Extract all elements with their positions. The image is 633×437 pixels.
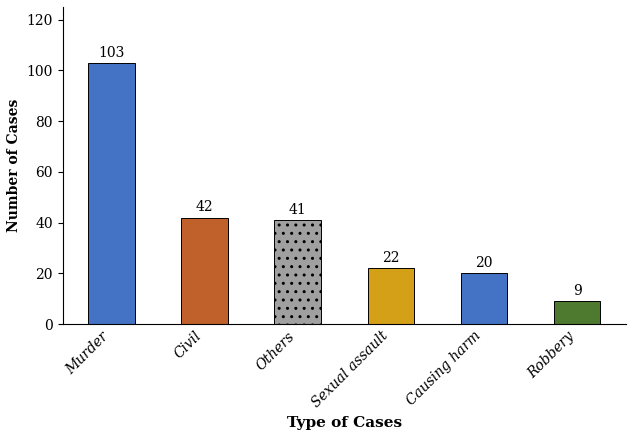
Bar	[181, 218, 228, 324]
Text: 103: 103	[98, 46, 125, 60]
Bar	[554, 301, 601, 324]
Text: 42: 42	[196, 201, 213, 215]
Bar	[461, 273, 507, 324]
Bar	[368, 268, 414, 324]
Bar	[88, 63, 135, 324]
Text: 9: 9	[573, 284, 582, 298]
Bar	[275, 220, 321, 324]
Text: 41: 41	[289, 203, 306, 217]
X-axis label: Type of Cases: Type of Cases	[287, 416, 402, 430]
Y-axis label: Number of Cases: Number of Cases	[7, 99, 21, 232]
Text: 22: 22	[382, 251, 399, 265]
Text: 20: 20	[475, 256, 492, 270]
